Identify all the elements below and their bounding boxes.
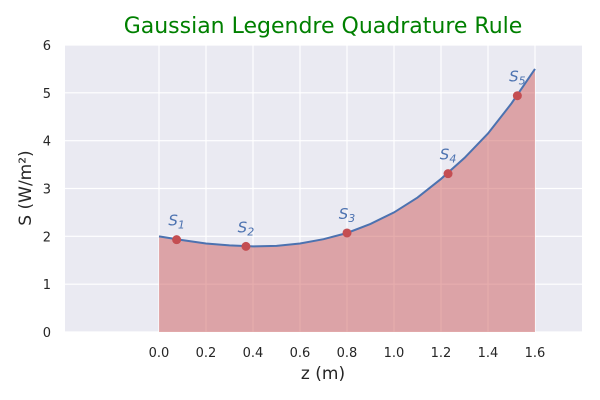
point-marker [512, 91, 522, 101]
x-tick-label: 1.4 [478, 346, 499, 361]
point-label: S5 [509, 68, 526, 88]
y-tick-label: 6 [43, 39, 51, 54]
x-tick-label: 1.0 [384, 346, 405, 361]
point-label-subscript: 2 [247, 225, 254, 238]
point-label-subscript: 3 [348, 212, 355, 225]
point-label-subscript: 5 [519, 75, 526, 88]
chart-title: Gaussian Legendre Quadrature Rule [124, 14, 523, 39]
point-marker [342, 228, 352, 238]
y-tick-label: 5 [43, 87, 51, 102]
y-tick-labels: 0 1 2 3 4 5 6 [43, 39, 51, 341]
x-tick-label: 0.6 [290, 346, 311, 361]
y-axis-label: S (W/m²) [16, 150, 36, 225]
x-tick-label: 0.8 [337, 346, 358, 361]
point-label-name: S [168, 212, 178, 230]
y-tick-label: 1 [43, 278, 51, 293]
point-label-subscript: 1 [178, 219, 185, 232]
point-marker [241, 241, 251, 251]
x-tick-labels: 0.0 0.2 0.4 0.6 0.8 1.0 1.2 1.4 1.6 [149, 346, 546, 361]
x-tick-label: 0.4 [243, 346, 264, 361]
area-fill [159, 68, 535, 333]
y-tick-label: 3 [43, 183, 51, 198]
y-tick-label: 2 [43, 230, 51, 245]
x-axis-label: z (m) [301, 364, 345, 384]
y-tick-label: 0 [43, 326, 51, 341]
point-label: S3 [339, 205, 356, 225]
point-label-subscript: 4 [449, 153, 456, 166]
point-label: S4 [440, 146, 457, 166]
x-tick-label: 0.2 [196, 346, 217, 361]
x-tick-label: 1.2 [431, 346, 452, 361]
x-tick-label: 1.6 [525, 346, 546, 361]
point-label-name: S [440, 146, 450, 164]
point-marker [172, 235, 182, 245]
point-label: S2 [238, 218, 255, 238]
point-label-name: S [339, 205, 349, 223]
point-marker [443, 169, 453, 179]
point-label-name: S [509, 68, 519, 86]
y-tick-label: 4 [43, 135, 51, 150]
point-label-name: S [238, 218, 248, 236]
point-label: S1 [168, 212, 185, 232]
x-tick-label: 0.0 [149, 346, 170, 361]
